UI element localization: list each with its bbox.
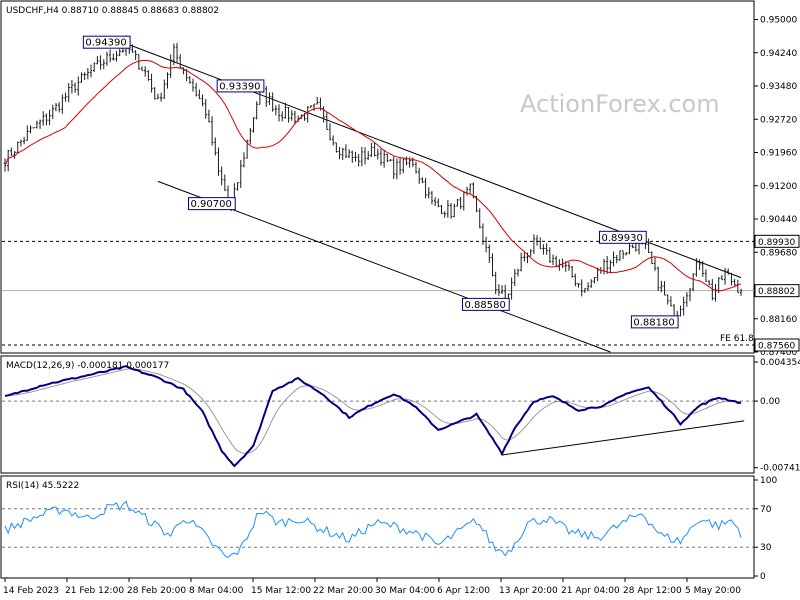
rsi-y-tick-label: 30 bbox=[760, 543, 772, 553]
axis-layer: 0.95000 0.94240 0.93480 0.92720 0.91960 0.912… bbox=[3, 16, 800, 597]
price-y-tick-label: 0.87400 bbox=[760, 348, 797, 358]
price-y-tick-label: 0.91200 bbox=[760, 182, 797, 192]
annotation-label: 0.89930 bbox=[602, 233, 643, 244]
x-tick-label: 28 Apr 12:00 bbox=[623, 586, 682, 596]
price-level-text: 0.89930 bbox=[758, 238, 795, 248]
annotation-box bbox=[216, 79, 265, 93]
annotation-box bbox=[188, 197, 236, 211]
rsi-panel-frame bbox=[0, 475, 755, 579]
annotation-box bbox=[82, 35, 131, 49]
price-level-label-2: 0.87560 bbox=[754, 338, 800, 352]
price-y-tick-label: 0.88160 bbox=[760, 315, 797, 325]
x-tick-label: 21 Apr 04:00 bbox=[561, 586, 620, 596]
price-y-tick-label: 0.92720 bbox=[760, 115, 797, 125]
macd-layer bbox=[2, 365, 754, 468]
x-tick-label: 8 Mar 04:00 bbox=[189, 586, 244, 596]
x-tick-label: 30 Mar 04:00 bbox=[375, 586, 435, 596]
rsi-y-tick-label: 100 bbox=[760, 476, 777, 486]
candles bbox=[3, 35, 743, 328]
annotation-label: 0.90700 bbox=[191, 199, 232, 210]
fe-note: FE 61.8 bbox=[720, 334, 754, 344]
annotation-label: 0.94390 bbox=[85, 38, 126, 49]
annotation-box bbox=[630, 315, 679, 329]
rsi-header: RSI(14) 45.5222 bbox=[6, 481, 79, 491]
macd-panel-frame bbox=[0, 355, 755, 474]
price-level-label-0: 0.89930 bbox=[754, 234, 800, 248]
rsi-line bbox=[4, 500, 742, 559]
annotation-box bbox=[462, 297, 510, 311]
x-tick-label: 15 Mar 12:00 bbox=[251, 586, 311, 596]
annotation-1: 0.93390 bbox=[216, 79, 265, 93]
annotation-0: 0.94390 bbox=[82, 35, 131, 49]
macd-line bbox=[4, 365, 742, 468]
price-y-tick-label: 0.91960 bbox=[760, 149, 797, 159]
macd-y-tick-label: -0.007417 bbox=[760, 464, 800, 474]
x-tick-label: 5 May 20:00 bbox=[685, 586, 741, 596]
rsi-layer bbox=[2, 500, 754, 559]
annotation-label: 0.88180 bbox=[633, 317, 674, 328]
price-y-tick-label: 0.89680 bbox=[760, 248, 797, 258]
macd-header: MACD(12,26,9) -0.000181 0.000177 bbox=[6, 361, 169, 371]
annotation-label: 0.88580 bbox=[465, 300, 506, 311]
price-y-tick-label: 0.90440 bbox=[760, 215, 797, 225]
main-panel-frame bbox=[0, 0, 755, 354]
moving-average-line bbox=[4, 59, 742, 292]
macd-y-tick-label: 0.004354 bbox=[760, 358, 800, 368]
price-y-tick-label: 0.95000 bbox=[760, 16, 797, 26]
x-tick-label: 14 Feb 2023 bbox=[3, 586, 59, 596]
macd-trendline bbox=[501, 420, 745, 456]
watermark: ActionForex.com bbox=[520, 90, 720, 118]
x-tick-label: 13 Apr 20:00 bbox=[499, 586, 558, 596]
price-y-tick-label: 0.93480 bbox=[760, 82, 797, 92]
annotation-label: 0.93390 bbox=[219, 81, 260, 92]
annotation-box bbox=[599, 230, 647, 244]
x-tick-label: 6 Apr 12:00 bbox=[437, 586, 490, 596]
main-header: USDCHF,H4 0.88710 0.88845 0.88683 0.8880… bbox=[6, 6, 219, 16]
annotation-5: 0.88180 bbox=[630, 315, 679, 329]
price-level-box bbox=[754, 234, 800, 248]
price-level-text: 0.87560 bbox=[758, 342, 795, 352]
x-tick-label: 21 Feb 12:00 bbox=[65, 586, 124, 596]
price-y-tick-label: 0.94240 bbox=[760, 49, 797, 59]
price-level-box bbox=[754, 284, 800, 298]
price-level-box bbox=[754, 338, 800, 352]
price-level-text: 0.88802 bbox=[758, 287, 795, 297]
rsi-y-tick-label: 0 bbox=[760, 572, 766, 582]
annotation-4: 0.89930 bbox=[599, 230, 647, 244]
x-tick-label: 28 Feb 20:00 bbox=[127, 586, 186, 596]
main-price-layer: 0.94390 0.93390 0.90700 0.88580 0.89930 0.881… bbox=[2, 35, 754, 353]
annotation-3: 0.88580 bbox=[462, 297, 510, 311]
macd-y-tick-label: 0.00 bbox=[760, 397, 780, 407]
x-tick-label: 22 Mar 20:00 bbox=[313, 586, 373, 596]
annotation-2: 0.90700 bbox=[188, 197, 236, 211]
price-level-label-1: 0.88802 bbox=[754, 284, 800, 298]
macd-signal-line bbox=[4, 368, 742, 454]
rsi-y-tick-label: 70 bbox=[760, 505, 772, 515]
